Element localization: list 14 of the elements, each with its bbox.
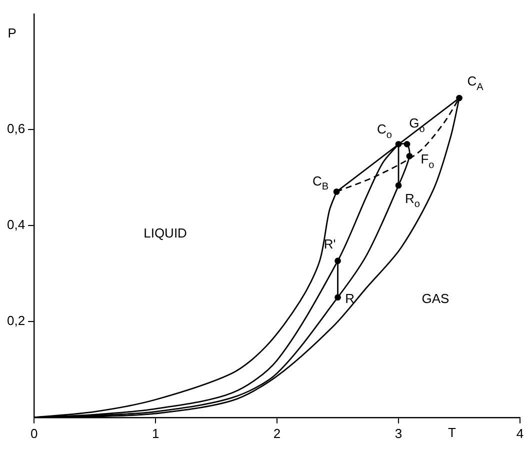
x-tick-label: 1: [152, 426, 160, 441]
annotation: R: [345, 290, 354, 306]
annotation: GAS: [422, 291, 450, 306]
annotation: LIQUID: [144, 225, 187, 240]
y-axis-title: P: [8, 26, 16, 41]
y-tick-label: 0,4: [6, 216, 26, 232]
y-tick-label: 0,2: [6, 312, 26, 328]
annotation: R': [324, 236, 336, 252]
x-tick-label: 3: [394, 426, 402, 441]
x-axis-title: T: [448, 424, 456, 440]
x-tick-label: 4: [516, 426, 524, 441]
y-tick-label: 0,6: [6, 120, 26, 136]
x-tick-label: 2: [273, 426, 281, 441]
x-tick-label: 0: [30, 426, 38, 441]
